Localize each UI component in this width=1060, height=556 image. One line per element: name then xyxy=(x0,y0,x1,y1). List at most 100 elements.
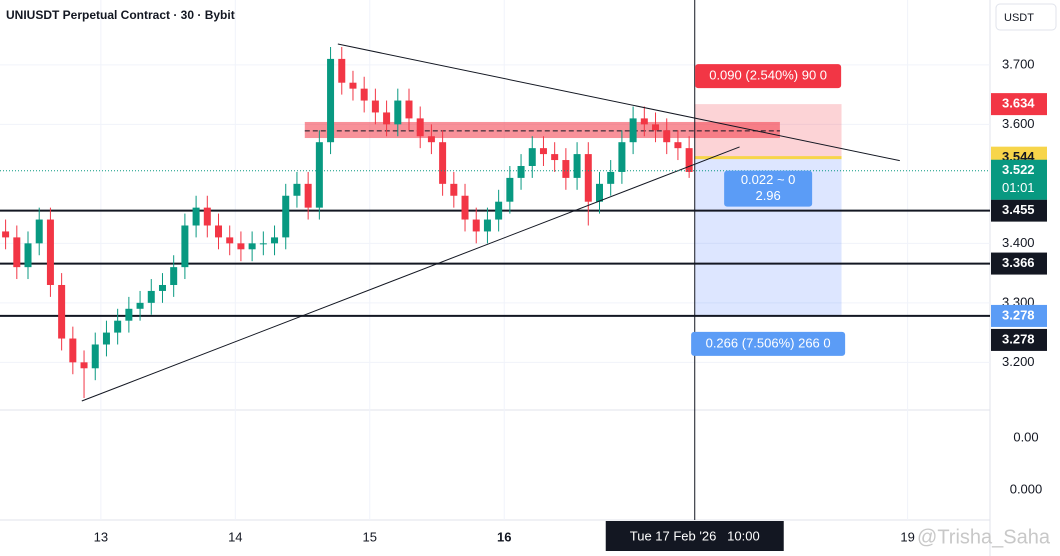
pane-label: 0.000 xyxy=(1010,481,1043,496)
candle-body xyxy=(24,243,32,268)
candle-body xyxy=(584,154,592,202)
position-label-box xyxy=(691,331,846,356)
candle-body xyxy=(2,231,10,238)
candle-body xyxy=(327,58,335,143)
candle-body xyxy=(271,237,279,244)
candle-body xyxy=(461,195,469,220)
candle-body xyxy=(427,136,435,143)
candle-body xyxy=(338,58,346,83)
candle-body xyxy=(91,344,99,369)
candle-body xyxy=(147,290,155,303)
candle-body xyxy=(405,100,413,119)
trendline xyxy=(81,146,740,402)
price-tag-label: 3.278 xyxy=(1002,307,1035,322)
price-tag-label: 3.455 xyxy=(1002,202,1035,217)
price-tag xyxy=(991,199,1047,222)
candle-body xyxy=(58,284,66,339)
candle-body xyxy=(315,142,323,208)
candle-body xyxy=(562,160,570,178)
price-tag-label: 3.634 xyxy=(1002,96,1035,111)
position-label: 0.022 ~ 0 xyxy=(741,172,796,187)
x-tick-label: 16 xyxy=(497,529,511,544)
x-tick-label: 14 xyxy=(228,529,242,544)
candle-body xyxy=(237,243,245,250)
candle-body xyxy=(259,243,267,245)
position-label: 2.96 xyxy=(755,188,780,203)
candle-body xyxy=(383,112,391,125)
y-tick-label: 3.600 xyxy=(1002,116,1035,131)
chart-title: UNIUSDT Perpetual Contract · 30 · Bybit xyxy=(6,8,235,22)
candle-body xyxy=(629,118,637,143)
price-tag xyxy=(991,304,1047,327)
candle-body xyxy=(80,362,88,369)
candle-body xyxy=(170,267,178,285)
candle-body xyxy=(439,142,447,184)
candle-body xyxy=(304,183,312,208)
candle-body xyxy=(46,219,54,285)
position-label: 0.090 (2.540%) 90 0 xyxy=(709,68,827,83)
position-label: 0.266 (7.506%) 266 0 xyxy=(706,335,831,350)
candle-body xyxy=(483,219,491,232)
x-tick-label: 19 xyxy=(900,529,914,544)
candle-body xyxy=(652,124,660,131)
candle-body xyxy=(125,308,133,321)
resistance-zone xyxy=(304,121,780,139)
candle-body xyxy=(158,284,166,291)
candle-body xyxy=(181,225,189,268)
candle-body xyxy=(674,142,682,149)
candle-body xyxy=(495,201,503,220)
candle-body xyxy=(573,154,581,178)
candle-body xyxy=(203,207,211,226)
candle-body xyxy=(663,130,671,143)
y-tick-label: 3.700 xyxy=(1002,56,1035,71)
currency-box[interactable] xyxy=(995,3,1057,31)
candle-body xyxy=(607,171,615,184)
pane-label: 0.00 xyxy=(1013,429,1038,444)
price-tag xyxy=(991,328,1047,351)
candle-body xyxy=(685,148,693,172)
currency: USDT xyxy=(1004,12,1034,24)
trendline xyxy=(337,43,900,162)
candle-body xyxy=(539,148,547,155)
candle-body xyxy=(618,142,626,172)
candle-body xyxy=(394,100,402,125)
candle-body xyxy=(102,332,110,345)
candle-body xyxy=(282,195,290,238)
price-tag-label: 3.366 xyxy=(1002,255,1035,270)
price-tag-label: 3.278 xyxy=(1002,331,1035,346)
candle-body xyxy=(226,237,234,244)
candle-body xyxy=(472,219,480,232)
last-price-tag xyxy=(991,159,1047,200)
candle-body xyxy=(13,237,21,268)
position-label-box xyxy=(695,64,842,89)
candle-body xyxy=(248,243,256,250)
crosshair-box xyxy=(605,521,784,551)
candle-body xyxy=(506,177,514,202)
candle-body xyxy=(35,219,43,244)
candle-body xyxy=(293,183,301,196)
candle-body xyxy=(136,302,144,309)
candle-body xyxy=(640,118,648,125)
x-tick-label: 15 xyxy=(363,529,377,544)
crosshair-label: Tue 17 Feb '26 10:00 xyxy=(630,528,760,543)
position-label-box xyxy=(724,170,813,207)
last-price-label: 3.522 xyxy=(1002,162,1035,177)
y-tick-label: 3.200 xyxy=(1002,354,1035,369)
candle-body xyxy=(416,118,424,137)
candle-body xyxy=(349,82,357,89)
x-tick-label: 13 xyxy=(94,529,108,544)
candle-body xyxy=(551,154,559,161)
price-tag xyxy=(991,252,1047,275)
candle-body xyxy=(517,165,525,178)
candle-body xyxy=(360,88,368,101)
candle-body xyxy=(215,225,223,238)
countdown: 01:01 xyxy=(1002,180,1035,195)
candle-body xyxy=(69,338,77,363)
candle-body xyxy=(192,207,200,226)
candle-body xyxy=(371,100,379,113)
candle-body xyxy=(595,183,603,202)
y-tick-label: 3.400 xyxy=(1002,235,1035,250)
price-tag xyxy=(991,93,1047,116)
candle-body xyxy=(450,183,458,196)
